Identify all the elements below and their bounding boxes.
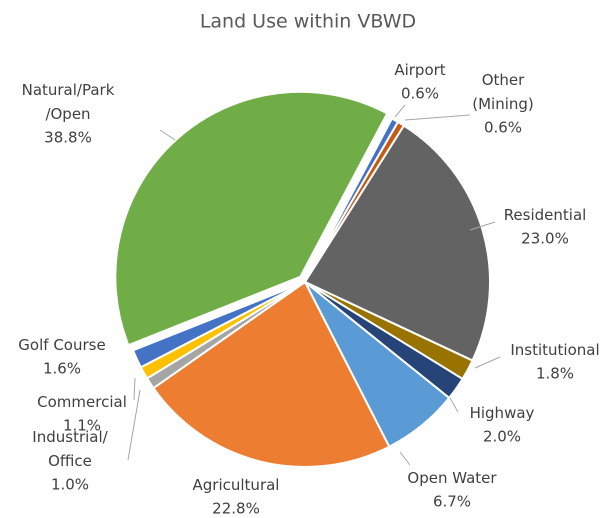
slice-label: Other (Mining) <box>472 71 534 113</box>
value-label: 1.0% <box>51 476 89 494</box>
value-label: 1.6% <box>43 360 81 378</box>
leader-line <box>159 129 176 141</box>
slice-label: Industrial/Office <box>32 428 108 470</box>
value-label: 0.6% <box>484 119 522 137</box>
slice-label: Open Water <box>407 469 497 487</box>
leader-line <box>474 356 501 369</box>
slice-label: Natural/Park/Open <box>22 81 115 123</box>
pie-slice <box>152 280 391 468</box>
pie-slice <box>114 90 389 347</box>
value-label: 23.0% <box>521 230 569 248</box>
pie-slice <box>303 124 491 362</box>
leader-line <box>449 397 459 413</box>
slice-label: Agricultural <box>193 476 280 494</box>
leader-line <box>469 221 496 231</box>
value-label: 6.7% <box>433 493 471 511</box>
leader-line <box>404 114 471 121</box>
slice-label: Commercial <box>37 393 127 411</box>
chart-title: Land Use within VBWD <box>200 11 416 33</box>
slice-label: Residential <box>504 206 587 224</box>
value-label: 0.6% <box>401 85 439 103</box>
leader-line <box>133 377 136 401</box>
leader-line <box>394 104 406 118</box>
slice-label: Golf Course <box>18 336 105 354</box>
slice-label: Airport <box>394 61 445 79</box>
value-label: 2.0% <box>483 428 521 446</box>
value-label: 1.1% <box>63 417 101 435</box>
slice-label: Institutional <box>510 341 599 359</box>
value-label: 1.8% <box>536 365 574 383</box>
slice-label: Highway <box>470 404 535 422</box>
pie-slice <box>131 281 306 369</box>
value-label: 22.8% <box>212 500 260 518</box>
value-label: 38.8% <box>44 129 92 147</box>
leader-line <box>127 389 141 461</box>
leader-line <box>399 451 411 466</box>
